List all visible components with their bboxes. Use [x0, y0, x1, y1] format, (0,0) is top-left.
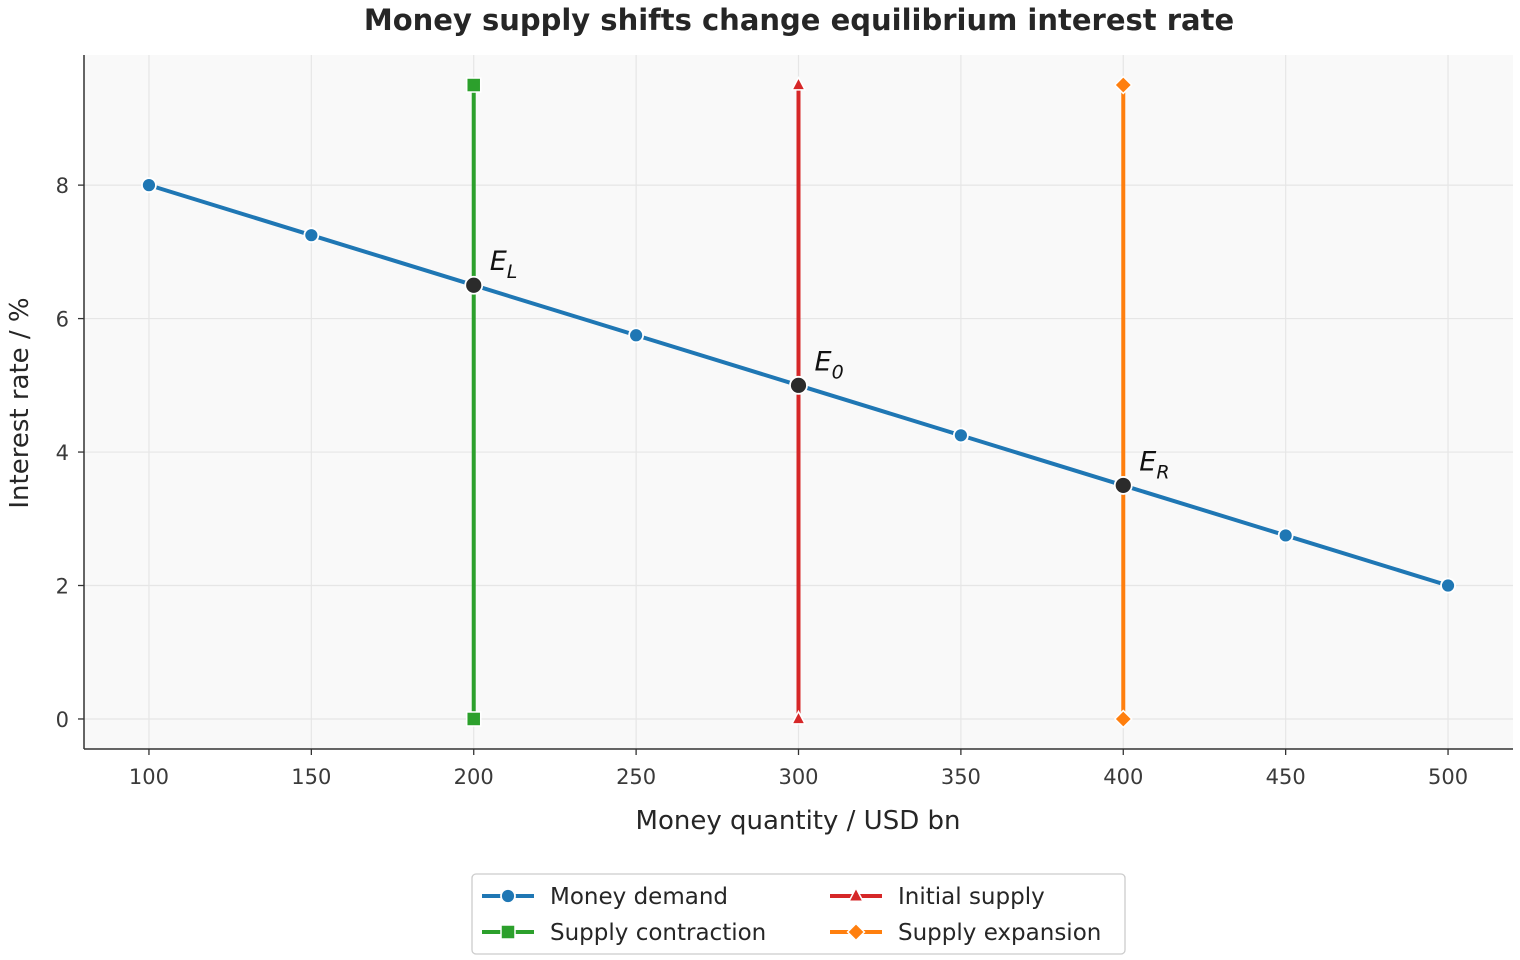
data-point-initial-supply	[790, 709, 807, 725]
y-tick-label: 8	[56, 174, 69, 198]
equilibrium-label: E0	[815, 346, 844, 383]
legend-label: Supply expansion	[898, 920, 1101, 946]
legend-item-money-demand: Money demand	[482, 884, 728, 910]
equilibrium-label: EL	[490, 246, 518, 283]
equilibrium-point	[464, 275, 484, 295]
ticks: 100 150 200 250 300 350 400 450 500 0 2 4 6 8	[56, 174, 1468, 789]
legend-item-supply-expansion: Supply expansion	[830, 920, 1101, 946]
legend-box	[471, 873, 1126, 955]
data-point-supply-expansion	[1113, 709, 1133, 729]
x-tick-label: 450	[1266, 765, 1306, 789]
x-tick-label: 150	[291, 765, 331, 789]
series-supply-expansion	[1113, 75, 1133, 729]
equilibrium-layer: EL E0 ER	[464, 246, 1170, 495]
x-tick-label: 350	[941, 765, 981, 789]
x-tick-label: 100	[129, 765, 169, 789]
legend-swatch-marker	[847, 886, 865, 902]
x-tick-label: 400	[1103, 765, 1143, 789]
y-tick-label: 0	[56, 708, 69, 732]
legend-swatch-marker	[846, 922, 866, 942]
data-point-initial-supply	[790, 75, 807, 91]
legend-swatch-marker	[500, 924, 516, 940]
y-axis-label: Interest rate / %	[5, 297, 35, 508]
data-point-money-demand	[1440, 577, 1456, 594]
legend-label: Supply contraction	[550, 920, 766, 946]
data-point-money-demand	[303, 227, 320, 244]
legend-swatch-marker	[500, 888, 516, 904]
data-point-supply-contraction	[465, 77, 482, 93]
data-point-money-demand	[628, 327, 645, 344]
x-axis-label: Money quantity / USD bn	[636, 806, 961, 836]
legend-item-supply-contraction: Supply contraction	[482, 920, 766, 946]
x-tick-label: 300	[778, 765, 818, 789]
series-supply-contraction	[465, 77, 482, 727]
equilibrium-label: ER	[1139, 446, 1169, 483]
series-initial-supply	[790, 75, 807, 725]
x-tick-label: 200	[454, 765, 494, 789]
legend-label: Initial supply	[898, 884, 1045, 910]
legend: Money demand Initial supply Supply contrac…	[471, 873, 1126, 955]
legend-label: Money demand	[550, 884, 728, 910]
y-tick-label: 4	[56, 441, 69, 465]
y-tick-label: 2	[56, 575, 69, 599]
y-tick-label: 6	[56, 308, 69, 332]
chart-title: Money supply shifts change equilibrium i…	[364, 3, 1234, 37]
x-tick-label: 500	[1428, 765, 1468, 789]
data-point-money-demand	[141, 177, 157, 194]
equilibrium-point	[1113, 476, 1133, 495]
x-tick-label: 250	[616, 765, 656, 789]
data-point-money-demand	[1277, 527, 1294, 544]
data-point-money-demand	[952, 427, 969, 444]
data-point-supply-contraction	[465, 711, 482, 727]
data-point-supply-expansion	[1113, 75, 1133, 95]
equilibrium-point	[789, 375, 808, 395]
legend-item-initial-supply: Initial supply	[830, 884, 1045, 910]
